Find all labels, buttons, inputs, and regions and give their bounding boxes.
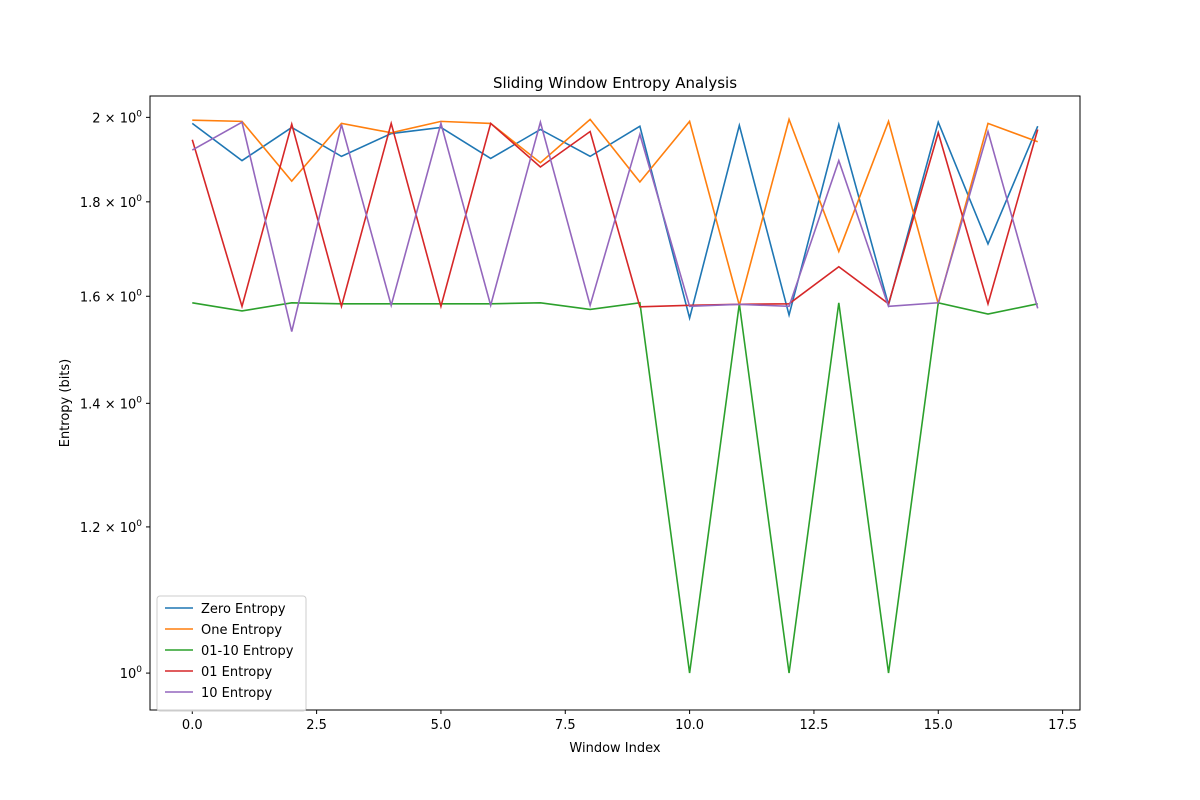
y-tick-label: 100 — [120, 665, 143, 682]
plot-area — [191, 116, 1039, 674]
x-tick-label: 17.5 — [1048, 718, 1077, 733]
legend-label-10-entropy: 10 Entropy — [201, 686, 272, 701]
legend-label-zero-entropy: Zero Entropy — [201, 602, 286, 617]
y-tick-label: 1.4 × 100 — [80, 395, 142, 412]
legend-label-01-10-entropy: 01-10 Entropy — [201, 644, 294, 659]
x-axis: 0.0 2.5 5.0 7.5 10.0 12.5 15.0 17.5 — [182, 710, 1077, 733]
y-tick-label: 1.2 × 100 — [80, 519, 142, 536]
y-tick-label: 2 × 100 — [92, 109, 142, 126]
x-tick-label: 7.5 — [555, 718, 576, 733]
x-tick-label: 5.0 — [431, 718, 452, 733]
legend-label-one-entropy: One Entropy — [201, 623, 282, 638]
y-tick-label: 1.8 × 100 — [80, 194, 142, 211]
x-tick-label: 2.5 — [306, 718, 327, 733]
series-line-10-entropy — [191, 119, 1039, 332]
x-tick-label: 12.5 — [799, 718, 828, 733]
chart-title: Sliding Window Entropy Analysis — [493, 74, 737, 92]
series-line-one-entropy — [192, 116, 1039, 309]
legend-box — [156, 595, 307, 712]
x-tick-label: 15.0 — [924, 718, 953, 733]
legend-label-01-entropy: 01 Entropy — [201, 665, 272, 680]
x-tick-label: 0.0 — [182, 718, 203, 733]
y-axis-title: Entropy (bits) — [58, 359, 73, 448]
legend: Zero Entropy One Entropy 01-10 Entropy 01 E… — [156, 595, 307, 712]
x-tick-label: 10.0 — [675, 718, 704, 733]
y-tick-label: 1.6 × 100 — [80, 288, 142, 305]
series-line-01-10-entropy — [192, 301, 1038, 674]
y-axis: 2 × 100 1.8 × 100 1.6 × 100 1.4 × 100 1.2 × … — [80, 109, 150, 682]
x-axis-title: Window Index — [569, 741, 660, 756]
